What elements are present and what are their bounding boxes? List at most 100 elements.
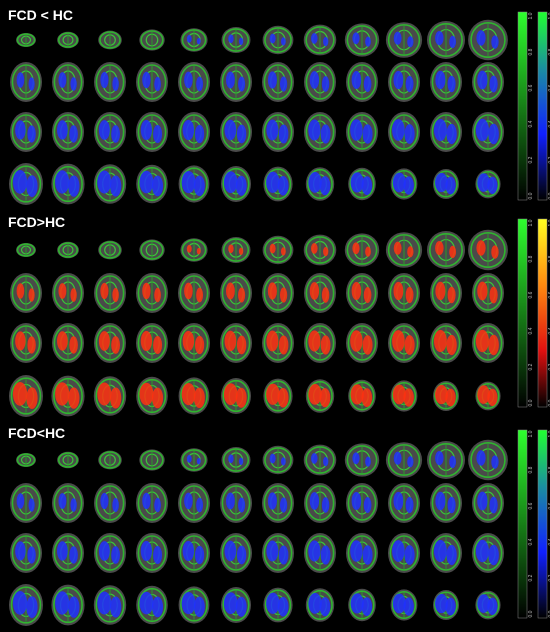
brain-slice: [98, 240, 122, 260]
slice-overlay: [140, 540, 153, 562]
brain-slice: [180, 448, 208, 472]
slice-overlay: [235, 175, 247, 196]
brain-slice: [303, 444, 337, 476]
slice-overlay: [445, 597, 456, 616]
slice-overlay: [57, 541, 68, 561]
slice-skeleton: [99, 241, 121, 259]
colorbar-tick-label: 0.4: [528, 538, 534, 545]
colorbar-tick-label: 0.6: [528, 291, 534, 298]
colorbar-tick-label: 0.2: [528, 574, 534, 581]
slice-overlay: [236, 335, 247, 355]
slice-overlay: [15, 541, 26, 561]
brain-slice: [136, 533, 168, 573]
slice-skeleton: [264, 237, 292, 263]
slice-overlay: [321, 287, 330, 303]
slice-overlay: [477, 281, 488, 301]
slice-skeleton: [53, 165, 83, 203]
colorbar-tick-label: 0.8: [548, 255, 550, 262]
slice-skeleton: [179, 275, 209, 311]
slice-overlay: [447, 496, 456, 514]
slice-overlay: [69, 336, 78, 354]
brain-slice: [16, 33, 36, 47]
slice-skeleton: [137, 535, 167, 571]
slice-skeleton: [10, 377, 42, 415]
slice-overlay: [58, 72, 67, 88]
slice-overlay: [142, 492, 151, 510]
brain-slice: [16, 243, 36, 257]
brain-slice: [388, 62, 420, 102]
slice-overlay: [110, 596, 122, 618]
colorbar-tick-label: 1.0: [528, 430, 534, 437]
slice-overlay: [69, 546, 78, 564]
slice-overlay: [487, 176, 498, 195]
slice-overlay: [193, 387, 205, 409]
slice-skeleton: [137, 166, 167, 202]
slice-overlay: [365, 456, 371, 467]
brain-slice: [178, 165, 210, 203]
slice-skeleton: [305, 236, 335, 264]
brain-slice: [305, 379, 335, 413]
brain-slice: [52, 112, 84, 152]
brain-slice: [344, 23, 380, 57]
slice-overlay: [184, 71, 193, 89]
brain-slice: [221, 166, 251, 202]
slice-overlay: [269, 33, 276, 44]
slice-overlay: [280, 457, 286, 466]
brain-slice: [262, 483, 294, 523]
slice-overlay: [404, 124, 415, 144]
slice-skeleton: [95, 587, 125, 623]
slice-overlay: [153, 124, 163, 144]
slice-overlay: [57, 331, 68, 351]
slice-overlay: [435, 593, 448, 614]
slice-overlay: [100, 71, 109, 89]
slice-overlay: [16, 283, 25, 299]
brain-slice: [472, 533, 504, 573]
slice-overlay: [321, 76, 330, 92]
brain-slice: [468, 229, 508, 271]
slice-overlay: [477, 385, 490, 404]
slice-overlay: [110, 387, 122, 409]
slice-overlay: [488, 123, 499, 145]
brain-slice: [94, 112, 126, 152]
slice-overlay: [97, 591, 112, 615]
slice-skeleton: [57, 242, 79, 258]
brain-slice: [472, 323, 504, 363]
slice-skeleton: [137, 64, 167, 100]
slice-overlay: [26, 596, 38, 618]
colorbar-tick-label: 0.8: [528, 48, 534, 55]
colorbar-tick-label: 0.0: [548, 399, 550, 406]
brain-slice: [93, 164, 127, 204]
slice-overlay: [97, 382, 112, 406]
slice-overlay: [235, 387, 247, 408]
slice-overlay: [266, 171, 280, 193]
slice-skeleton: [391, 169, 417, 199]
colorbar: [517, 11, 528, 201]
colorbar-tick-label: 0.0: [528, 610, 534, 617]
slice-overlay: [110, 175, 122, 197]
slice-skeleton: [263, 114, 293, 150]
slice-overlay: [393, 491, 404, 511]
slice-overlay: [393, 70, 404, 90]
brain-slice: [139, 29, 165, 51]
colorbar-tick-label: 0.6: [548, 502, 550, 509]
slice-overlay: [433, 118, 447, 142]
colorbar-tick-label: 0.8: [548, 466, 550, 473]
slice-overlay: [361, 597, 373, 616]
slice-overlay: [27, 336, 36, 354]
slice-overlay: [404, 335, 415, 355]
slice-overlay: [445, 176, 456, 195]
slice-overlay: [68, 175, 80, 197]
slice-overlay: [196, 287, 204, 303]
brain-slice: [10, 112, 42, 152]
slice-overlay: [311, 33, 318, 44]
brain-slice: [427, 21, 465, 59]
slice-overlay: [488, 544, 499, 566]
slice-skeleton: [387, 234, 421, 266]
slice-overlay: [238, 287, 246, 303]
colorbar-tick-label: 0.4: [528, 120, 534, 127]
slice-skeleton: [307, 168, 333, 200]
brain-slice: [305, 588, 335, 622]
brain-slice: [388, 483, 420, 523]
slice-overlay: [308, 330, 321, 352]
slice-overlay: [280, 247, 286, 256]
